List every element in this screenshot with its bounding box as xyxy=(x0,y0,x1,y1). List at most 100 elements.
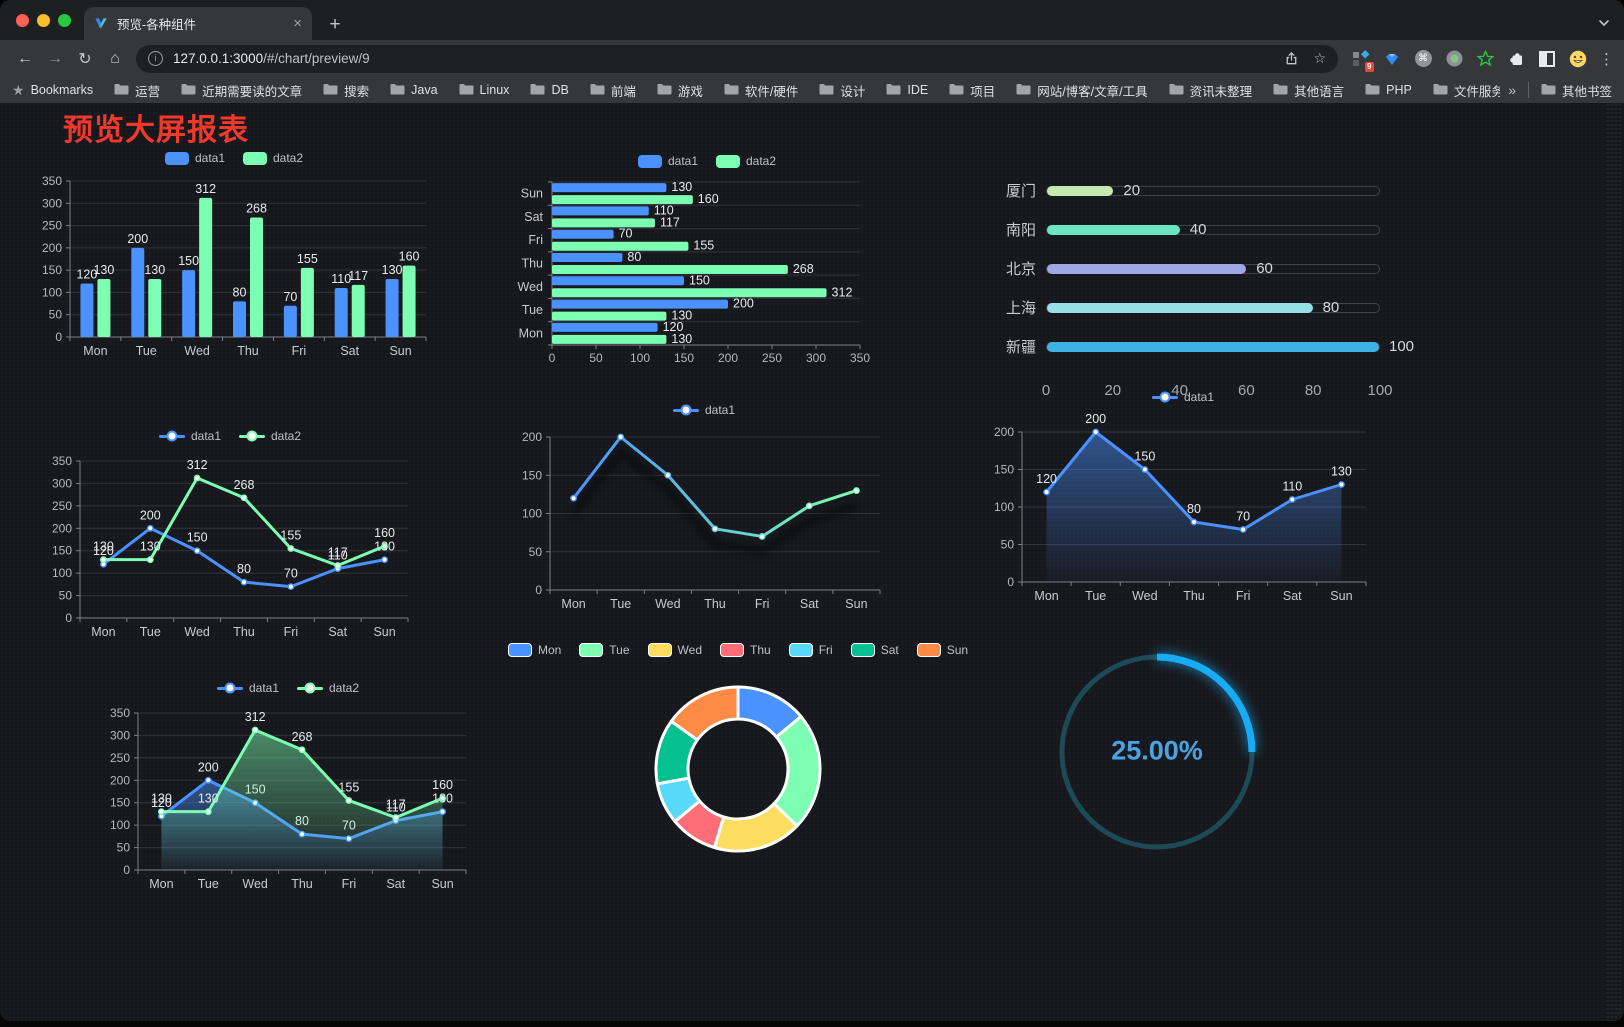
minimize-window-button[interactable] xyxy=(37,14,50,27)
legend-item[interactable]: data1 xyxy=(158,429,221,443)
progress-row[interactable]: 新疆 100 xyxy=(988,327,1414,366)
new-tab-button[interactable]: + xyxy=(329,14,341,35)
legend-item[interactable]: data1 xyxy=(164,151,225,165)
chart-donut[interactable]: Mon Tue Wed Thu Fri Sat Sun xyxy=(507,639,968,869)
chart-line-gradient[interactable]: data1 0 50 100 150 200 Mon Tue Wed Thu Fri Sat Sun xyxy=(506,399,902,631)
address-bar[interactable]: i 127.0.0.1:3000 /#/chart/preview/9 ☆ xyxy=(136,44,1338,73)
extension-puzzle-icon[interactable] xyxy=(1505,48,1527,70)
area-chart-canvas[interactable]: 0 50 100 150 200 Mon Tue Wed Thu Fri Sat Sun 120 200 1… xyxy=(984,408,1382,618)
legend-item[interactable]: data1 xyxy=(216,681,279,695)
tab-close-icon[interactable]: × xyxy=(293,15,302,32)
hbar-chart-canvas[interactable]: 0 50 100 150 200 250 300 350 Sun Sat Fri Thu Wed Tue M… xyxy=(506,172,908,377)
legend-item[interactable]: data1 xyxy=(672,403,735,417)
legend-item[interactable]: data2 xyxy=(716,154,776,168)
forward-button[interactable]: → xyxy=(47,49,63,67)
chart-gauge[interactable]: 25.00% xyxy=(1052,647,1262,857)
bookmark-folder[interactable]: IDE xyxy=(886,83,928,98)
progress-row[interactable]: 北京 60 xyxy=(988,249,1380,288)
folder-icon xyxy=(886,83,901,98)
chart-area-dual[interactable]: data1 data2 0 50 100 150 200 250 300 350 Mon Tue Wed… xyxy=(94,677,482,909)
folder-icon xyxy=(590,83,605,98)
close-window-button[interactable] xyxy=(16,14,29,27)
other-bookmarks[interactable]: 其他书签 xyxy=(1541,81,1612,100)
legend-item[interactable]: data2 xyxy=(239,429,301,443)
extension-green-star-icon[interactable] xyxy=(1474,48,1496,70)
bookmark-folder[interactable]: 其他语言 xyxy=(1273,81,1344,100)
svg-text:130: 130 xyxy=(93,540,114,554)
svg-text:350: 350 xyxy=(850,351,870,365)
legend-item[interactable]: data1 xyxy=(637,154,698,168)
chart-line-dual[interactable]: data1 data2 0 50 100 150 200 250 300 350 Mon Tue Wed… xyxy=(36,425,424,657)
bookmark-folder[interactable]: 软件/硬件 xyxy=(724,81,798,100)
bar-chart-canvas[interactable]: 0 50 100 150 200 250 300 350 Mon Tue Wed Thu Fri Sat S… xyxy=(28,169,440,367)
bookmark-folder[interactable]: 文件服务器 xyxy=(1433,81,1500,100)
area-chart-canvas[interactable]: 0 50 100 150 200 250 300 350 Mon Tue Wed Thu Fri Sat S… xyxy=(94,699,482,904)
fullscreen-window-button[interactable] xyxy=(58,14,71,27)
extension-command-icon[interactable]: ⌘ xyxy=(1412,48,1434,70)
legend-label: Mon xyxy=(537,643,562,657)
svg-text:Tue: Tue xyxy=(610,597,631,611)
chart-bar-horizontal[interactable]: data1 data2 0 50 100 150 200 250 300 350 Sun Sat Fri… xyxy=(506,150,908,382)
home-button[interactable]: ⌂ xyxy=(110,49,120,67)
legend-item[interactable]: Tue xyxy=(579,643,630,657)
bookmark-folder[interactable]: 资讯未整理 xyxy=(1169,81,1252,100)
progress-row[interactable]: 南阳 40 xyxy=(988,210,1380,249)
chart-area-single[interactable]: data1 0 50 100 150 200 Mon Tue Wed Thu Fri Sat Sun 12… xyxy=(984,386,1382,623)
line-chart-canvas[interactable]: 0 50 100 150 200 250 300 350 Mon Tue Wed Thu Fri Sat S… xyxy=(36,447,424,652)
svg-text:Fri: Fri xyxy=(755,597,770,611)
chart-progress-bars[interactable]: 厦门 20 南阳 40 北京 60 上海 80 新疆 100 0 20 40 60 80 100 xyxy=(988,161,1414,404)
extension-green-dot-icon[interactable] xyxy=(1443,48,1465,70)
bookmark-folder[interactable]: 游戏 xyxy=(657,81,703,100)
legend-item[interactable]: Thu xyxy=(720,643,771,657)
browser-tab[interactable]: 预览-各种组件 × xyxy=(84,7,312,40)
legend-item[interactable]: data1 xyxy=(1151,390,1214,404)
legend-item[interactable]: Fri xyxy=(788,643,833,657)
share-icon[interactable] xyxy=(1284,51,1299,66)
legend-item[interactable]: Sat xyxy=(850,643,899,657)
bookmark-folder[interactable]: 前端 xyxy=(590,81,636,100)
svg-text:155: 155 xyxy=(297,252,318,266)
legend-item[interactable]: data2 xyxy=(243,151,303,165)
svg-text:312: 312 xyxy=(832,285,853,299)
bookmark-folder[interactable]: 网站/博客/文章/工具 xyxy=(1016,81,1148,100)
legend-item[interactable]: Sun xyxy=(916,643,968,657)
svg-text:120: 120 xyxy=(93,544,114,558)
extension-gem-icon[interactable] xyxy=(1381,48,1403,70)
site-info-icon[interactable]: i xyxy=(148,51,163,66)
scrollbar-strip[interactable] xyxy=(1606,103,1621,1021)
browser-menu-icon[interactable]: ⋮ xyxy=(1599,50,1614,68)
line-chart-canvas[interactable]: 0 50 100 150 200 Mon Tue Wed Thu Fri Sat Sun xyxy=(506,421,902,626)
progress-row[interactable]: 厦门 20 xyxy=(988,171,1380,210)
extension-emoji-icon[interactable] xyxy=(1567,48,1589,70)
legend-item[interactable]: Mon xyxy=(507,643,562,657)
extension-dark-mode-icon[interactable] xyxy=(1536,48,1558,70)
legend-item[interactable]: Wed xyxy=(647,643,702,657)
svg-text:50: 50 xyxy=(1001,538,1015,552)
chart-bar-grouped[interactable]: data1 data2 0 50 100 150 200 250 300 350 Mon Tue Wed… xyxy=(28,147,440,372)
bookmarks-root[interactable]: ★ Bookmarks xyxy=(12,82,93,99)
reload-button[interactable]: ↻ xyxy=(78,50,92,68)
bookmark-folder[interactable]: 项目 xyxy=(949,81,995,100)
donut-chart-canvas[interactable] xyxy=(623,669,853,869)
bookmark-folder[interactable]: Java xyxy=(390,83,438,98)
bookmark-folder[interactable]: 近期需要读的文章 xyxy=(181,81,302,100)
bookmark-star-icon[interactable]: ☆ xyxy=(1313,50,1326,66)
svg-text:Mon: Mon xyxy=(83,344,107,358)
back-button[interactable]: ← xyxy=(17,49,33,67)
tab-search-chevron-icon[interactable] xyxy=(1598,14,1610,32)
bookmark-folder[interactable]: Linux xyxy=(459,83,509,98)
legend-item[interactable]: data2 xyxy=(297,681,359,695)
bookmark-folder[interactable]: 运营 xyxy=(114,81,160,100)
bookmark-folder[interactable]: DB xyxy=(530,83,569,98)
extension-grid-badge-icon[interactable]: 9 xyxy=(1350,48,1374,72)
bookmark-folder[interactable]: 搜索 xyxy=(323,81,369,100)
svg-text:Wed: Wed xyxy=(655,597,681,611)
svg-text:250: 250 xyxy=(52,499,72,513)
bookmarks-overflow-chevron[interactable]: » xyxy=(1508,82,1516,98)
gauge-canvas[interactable] xyxy=(1052,647,1262,857)
bookmark-folder[interactable]: 设计 xyxy=(819,81,865,100)
chart-legend: data1 data2 xyxy=(506,150,908,172)
progress-row[interactable]: 上海 80 xyxy=(988,288,1380,327)
legend-swatch xyxy=(507,643,532,657)
bookmark-folder[interactable]: PHP xyxy=(1365,83,1412,98)
